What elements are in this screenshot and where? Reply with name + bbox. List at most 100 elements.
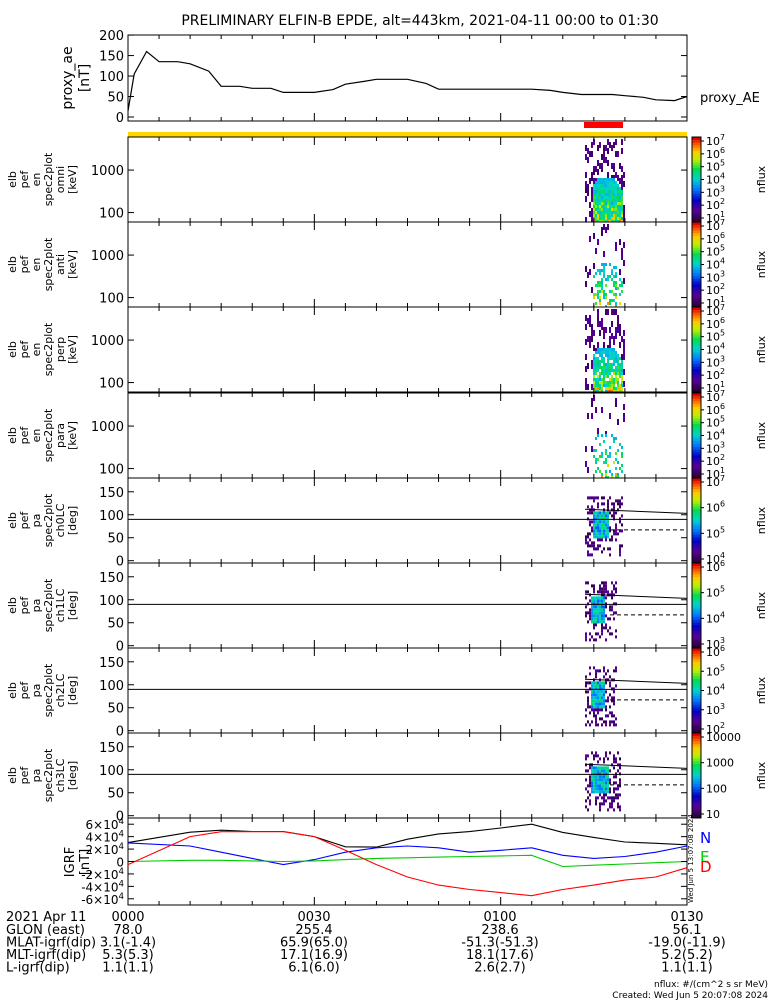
spec-cell xyxy=(595,366,597,369)
spec-cell xyxy=(595,775,597,779)
spec-cell xyxy=(593,766,595,770)
colorbar-tick-label: 105 xyxy=(706,585,725,600)
spec-cell xyxy=(617,354,619,357)
spec-cell xyxy=(613,199,615,202)
spec-cell xyxy=(607,778,609,782)
spec-cell xyxy=(599,681,601,685)
spec-cell xyxy=(595,293,597,296)
spec-cell xyxy=(591,336,593,342)
spec-cell xyxy=(595,781,597,785)
colorbar-segment xyxy=(692,309,701,314)
spec-cell xyxy=(607,348,609,351)
spec-cell xyxy=(599,705,601,709)
spec-cell xyxy=(619,211,621,214)
colorbar-segment xyxy=(692,360,701,365)
spec-cell xyxy=(589,553,591,557)
spec-cell xyxy=(617,473,619,476)
spec-cell xyxy=(595,363,597,366)
spec-cell xyxy=(607,275,609,278)
spec-cell xyxy=(619,784,621,788)
spec-cell xyxy=(595,214,597,217)
colorbar-segment xyxy=(692,383,701,387)
spec-cell xyxy=(595,802,597,806)
spec-cell xyxy=(587,796,589,800)
ytick-label: 0 xyxy=(116,555,124,570)
spec-cell xyxy=(597,684,599,688)
spec-cell xyxy=(615,526,617,530)
spec-cell xyxy=(603,520,605,524)
spec-cell xyxy=(607,224,609,230)
spec-cell xyxy=(617,802,619,806)
colorbar-segment xyxy=(692,676,701,680)
spec-cell xyxy=(619,357,621,360)
spec-cell xyxy=(595,208,597,211)
spec-cell xyxy=(621,378,623,381)
spec-cell xyxy=(595,205,597,208)
spec-cell xyxy=(611,321,613,327)
spec-cell xyxy=(607,211,609,214)
spec-cell xyxy=(619,366,621,369)
spec-cell xyxy=(607,535,609,539)
spec-cell xyxy=(593,584,595,588)
colorbar-label: nflux xyxy=(755,335,768,363)
spec-cell xyxy=(619,505,621,509)
spec-cell xyxy=(601,702,603,706)
spec-cell xyxy=(605,296,607,299)
spec-cell xyxy=(597,705,599,709)
spec-cell xyxy=(601,790,603,794)
spec-cell xyxy=(589,236,591,242)
colorbar-segment xyxy=(692,801,701,805)
colorbar-segment xyxy=(692,253,701,257)
spec-cell xyxy=(589,178,591,184)
colorbar-segment xyxy=(692,781,701,785)
spec-cell xyxy=(615,181,617,184)
spec-cell xyxy=(591,511,593,515)
spec-cell xyxy=(621,455,623,458)
ylabel-line: ch0LC xyxy=(54,503,67,537)
spec-cell xyxy=(613,293,615,296)
spec-cell xyxy=(613,787,615,791)
spec-cell xyxy=(599,802,601,806)
colorbar-segment xyxy=(692,580,701,584)
spec-cell xyxy=(615,467,617,470)
spec-cell xyxy=(603,693,605,697)
spec-cell xyxy=(611,145,613,151)
spec-cell xyxy=(601,166,603,172)
spec-cell xyxy=(621,281,623,284)
spec-cell xyxy=(599,793,601,797)
spec-cell xyxy=(611,278,613,281)
spec-cell xyxy=(597,760,599,764)
ephem-value: 1.1(1.1) xyxy=(102,961,154,976)
spec-cell xyxy=(607,360,609,363)
loss-cone-line xyxy=(584,593,688,599)
colorbar-tick-label: 102 xyxy=(706,453,725,468)
spec-cell xyxy=(619,369,621,372)
spec-cell xyxy=(591,401,593,407)
colorbar-segment xyxy=(692,699,701,703)
spec-cell xyxy=(611,269,613,272)
spec-cell xyxy=(599,708,601,712)
spec-cell xyxy=(599,372,601,375)
spec-cell xyxy=(591,446,593,452)
spec-cell xyxy=(607,790,609,794)
spec-cell xyxy=(601,723,603,727)
colorbar-segment xyxy=(692,809,701,813)
spec-cell xyxy=(595,190,597,193)
spec-cell xyxy=(591,699,593,703)
spec-cell xyxy=(611,605,613,609)
colorbar-segment xyxy=(692,628,701,632)
spec-cell xyxy=(613,281,615,284)
ylabel-line: elb xyxy=(6,512,19,529)
colorbar-segment xyxy=(692,529,701,533)
ylabel-line: pef xyxy=(18,170,31,189)
spec-cell xyxy=(611,538,613,542)
spec-cell xyxy=(609,511,611,515)
spec-cell xyxy=(597,502,599,506)
spec-cell xyxy=(599,202,601,205)
spec-cell xyxy=(601,620,603,624)
spec-cell xyxy=(605,581,607,585)
spec-cell xyxy=(615,360,617,363)
spec-cell xyxy=(603,184,605,187)
spec-cell xyxy=(585,217,587,223)
